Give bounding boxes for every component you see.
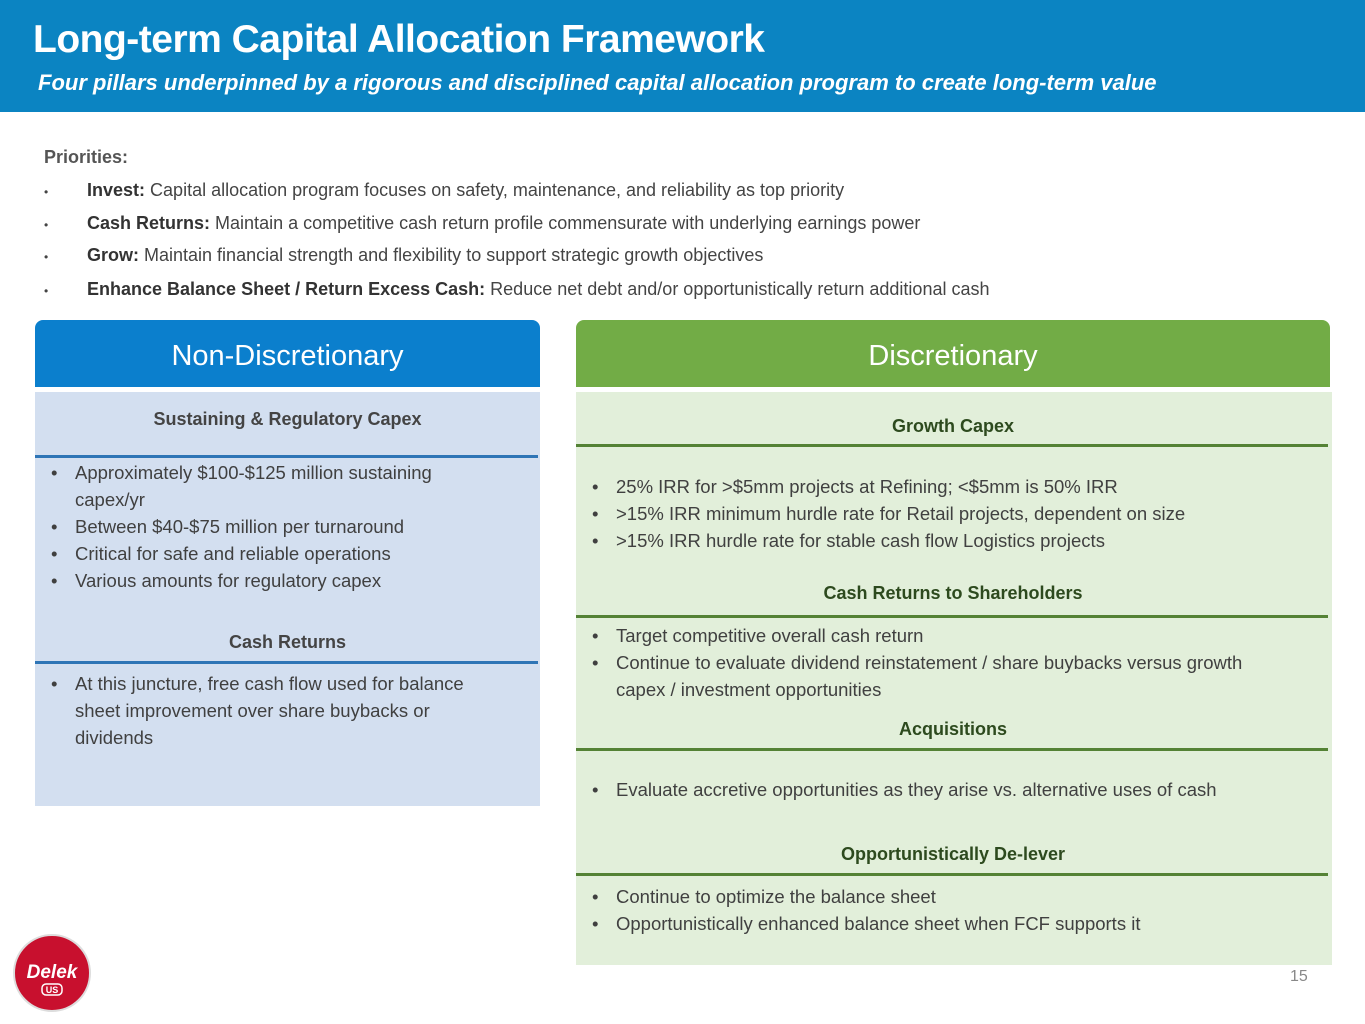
bullet-item: Between $40-$75 million per turnaround <box>35 513 490 540</box>
section-heading: Cash Returns to Shareholders <box>823 583 1083 603</box>
logo-sub: US <box>46 985 59 995</box>
priority-label: Grow: <box>87 245 139 265</box>
bullet-item: Target competitive overall cash return <box>576 622 1280 649</box>
section-heading: Acquisitions <box>898 719 1007 739</box>
section-rule <box>576 615 1328 618</box>
bullet-item: Critical for safe and reliable operation… <box>35 540 490 567</box>
section-heading: Growth Capex <box>891 416 1015 436</box>
section-heading: Sustaining & Regulatory Capex <box>153 409 422 429</box>
priority-label: Enhance Balance Sheet / Return Excess Ca… <box>87 279 486 299</box>
bullet-item: 25% IRR for >$5mm projects at Refining; … <box>576 473 1280 500</box>
bullet: • <box>44 185 49 199</box>
bullet-list: At this juncture, free cash flow used fo… <box>35 670 490 751</box>
bullet-item: >15% IRR hurdle rate for stable cash flo… <box>576 527 1280 554</box>
section-rule <box>576 873 1328 876</box>
logo-badge <box>41 983 63 996</box>
section-heading: Opportunistically De-lever <box>840 844 1066 864</box>
bullet-item: Various amounts for regulatory capex <box>35 567 490 594</box>
title: Long-term Capital Allocation Framework <box>33 18 765 61</box>
priorities-heading: Priorities: <box>44 147 129 167</box>
logo-text: Delek <box>27 962 79 983</box>
priority-text: Reduce net debt and/or opportunistically… <box>490 279 990 299</box>
priority-label: Invest: <box>87 180 146 200</box>
priority-item: • Enhance Balance Sheet / Return Excess C… <box>44 279 990 300</box>
priority-label: Cash Returns: <box>87 213 211 233</box>
bullet-item: Continue to optimize the balance sheet <box>576 883 1280 910</box>
priority-text: Maintain a competitive cash return profi… <box>215 213 921 233</box>
section-rule <box>576 444 1328 447</box>
logo-circle <box>13 934 91 1012</box>
subtitle: Four pillars underpinned by a rigorous a… <box>38 70 1157 95</box>
logo: Delek US <box>13 934 91 1012</box>
section-rule <box>35 455 538 458</box>
priority-item: • Invest: Capital allocation program focu… <box>44 180 844 201</box>
bullet-item: Evaluate accretive opportunities as they… <box>576 776 1280 803</box>
bullet: • <box>44 250 49 264</box>
bullet: • <box>44 218 49 232</box>
bullet-item: >15% IRR minimum hurdle rate for Retail … <box>576 500 1280 527</box>
section-rule <box>576 748 1328 751</box>
page-number: 15 <box>1290 968 1308 985</box>
bullet-list: Evaluate accretive opportunities as they… <box>576 776 1280 803</box>
header-band <box>0 0 1365 112</box>
section-heading: Cash Returns <box>228 632 347 652</box>
bullet-list: Continue to optimize the balance sheetOp… <box>576 883 1280 937</box>
bullet-item: Opportunistically enhanced balance sheet… <box>576 910 1280 937</box>
priority-text: Capital allocation program focuses on sa… <box>150 180 845 200</box>
bullet-item: At this juncture, free cash flow used fo… <box>35 670 490 751</box>
bullet-list: 25% IRR for >$5mm projects at Refining; … <box>576 473 1280 554</box>
section-rule <box>35 661 538 664</box>
priority-item: • Grow: Maintain financial strength and f… <box>44 245 763 266</box>
bullet-list: Approximately $100-$125 million sustaini… <box>35 459 490 594</box>
bullet-item: Continue to evaluate dividend reinstatem… <box>576 649 1280 703</box>
non-discretionary-header: Non-Discretionary <box>35 320 540 387</box>
bullet-item: Approximately $100-$125 million sustaini… <box>35 459 490 513</box>
priority-item: • Cash Returns: Maintain a competitive ca… <box>44 213 920 234</box>
bullet: • <box>44 284 49 298</box>
bullet-list: Target competitive overall cash returnCo… <box>576 622 1280 703</box>
discretionary-header: Discretionary <box>576 320 1330 387</box>
priority-text: Maintain financial strength and flexibil… <box>144 245 764 265</box>
